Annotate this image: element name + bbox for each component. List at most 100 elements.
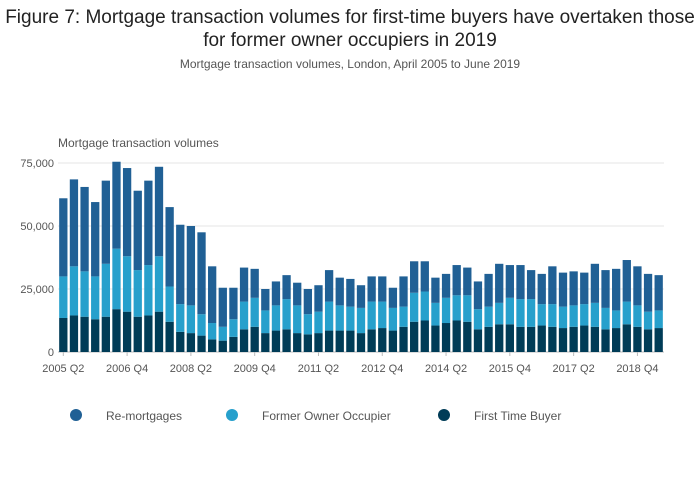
bar-first-time-buyer[interactable]	[473, 329, 483, 352]
bar-former-owner-occupier[interactable]	[580, 304, 589, 326]
bar-remortgages[interactable]	[80, 186, 89, 272]
bar-remortgages[interactable]	[218, 287, 227, 327]
bar-former-owner-occupier[interactable]	[441, 297, 451, 324]
bar-first-time-buyer[interactable]	[133, 316, 142, 352]
bar-first-time-buyer[interactable]	[633, 326, 642, 352]
bar-first-time-buyer[interactable]	[69, 315, 79, 352]
bar-first-time-buyer[interactable]	[293, 333, 302, 352]
bar-remortgages[interactable]	[282, 275, 291, 300]
bar-former-owner-occupier[interactable]	[516, 299, 525, 327]
bar-remortgages[interactable]	[261, 289, 270, 311]
bar-remortgages[interactable]	[250, 268, 259, 298]
bar-former-owner-occupier[interactable]	[346, 306, 355, 331]
bar-former-owner-occupier[interactable]	[505, 297, 514, 325]
bar-remortgages[interactable]	[516, 265, 525, 300]
bar-first-time-buyer[interactable]	[208, 339, 217, 352]
bar-remortgages[interactable]	[569, 271, 578, 306]
bar-remortgages[interactable]	[101, 180, 110, 264]
bar-remortgages[interactable]	[59, 198, 68, 277]
bar-first-time-buyer[interactable]	[420, 320, 429, 353]
bar-remortgages[interactable]	[612, 268, 621, 311]
bar-former-owner-occupier[interactable]	[293, 305, 302, 334]
bar-remortgages[interactable]	[431, 277, 440, 303]
bar-first-time-buyer[interactable]	[367, 329, 376, 352]
bar-first-time-buyer[interactable]	[303, 334, 312, 352]
bar-former-owner-occupier[interactable]	[239, 301, 249, 330]
bar-remortgages[interactable]	[303, 289, 312, 315]
bar-former-owner-occupier[interactable]	[601, 307, 610, 330]
bar-former-owner-occupier[interactable]	[378, 301, 387, 329]
bar-former-owner-occupier[interactable]	[526, 299, 536, 327]
bar-first-time-buyer[interactable]	[643, 329, 653, 352]
bar-former-owner-occupier[interactable]	[356, 307, 366, 334]
bar-first-time-buyer[interactable]	[91, 319, 100, 352]
bar-first-time-buyer[interactable]	[112, 309, 121, 352]
bar-former-owner-occupier[interactable]	[473, 309, 483, 330]
legend-marker-remortgages[interactable]	[70, 409, 82, 421]
bar-first-time-buyer[interactable]	[197, 335, 206, 352]
bar-remortgages[interactable]	[388, 287, 398, 308]
bar-former-owner-occupier[interactable]	[176, 304, 185, 332]
bar-first-time-buyer[interactable]	[335, 330, 344, 352]
bar-first-time-buyer[interactable]	[378, 328, 387, 352]
bar-remortgages[interactable]	[633, 266, 642, 306]
bar-first-time-buyer[interactable]	[399, 326, 408, 352]
bar-former-owner-occupier[interactable]	[314, 311, 323, 334]
bar-first-time-buyer[interactable]	[346, 330, 355, 352]
bar-former-owner-occupier[interactable]	[484, 306, 493, 327]
bar-first-time-buyer[interactable]	[484, 326, 493, 352]
bar-former-owner-occupier[interactable]	[271, 305, 281, 331]
bar-remortgages[interactable]	[176, 224, 185, 305]
bar-remortgages[interactable]	[91, 202, 100, 277]
bar-first-time-buyer[interactable]	[516, 326, 525, 352]
bar-remortgages[interactable]	[133, 190, 142, 271]
bar-former-owner-occupier[interactable]	[431, 302, 440, 326]
bar-remortgages[interactable]	[144, 180, 153, 266]
bar-remortgages[interactable]	[484, 273, 493, 307]
bar-remortgages[interactable]	[654, 275, 663, 311]
bar-remortgages[interactable]	[229, 287, 238, 320]
bar-first-time-buyer[interactable]	[431, 325, 440, 352]
bar-remortgages[interactable]	[463, 267, 472, 296]
bar-remortgages[interactable]	[580, 272, 589, 305]
bar-first-time-buyer[interactable]	[537, 325, 546, 352]
bar-former-owner-occupier[interactable]	[303, 314, 312, 335]
bar-remortgages[interactable]	[346, 278, 355, 307]
bar-remortgages[interactable]	[420, 261, 429, 292]
bar-former-owner-occupier[interactable]	[229, 319, 238, 337]
bar-former-owner-occupier[interactable]	[101, 263, 110, 317]
bar-remortgages[interactable]	[452, 265, 461, 296]
bar-former-owner-occupier[interactable]	[558, 306, 568, 329]
bar-first-time-buyer[interactable]	[612, 328, 621, 352]
bar-remortgages[interactable]	[122, 168, 132, 257]
bar-first-time-buyer[interactable]	[314, 333, 323, 352]
bar-remortgages[interactable]	[601, 270, 610, 308]
bar-former-owner-occupier[interactable]	[69, 266, 79, 316]
bar-first-time-buyer[interactable]	[654, 328, 663, 352]
bar-remortgages[interactable]	[558, 272, 568, 307]
bar-remortgages[interactable]	[208, 266, 217, 324]
bar-remortgages[interactable]	[505, 265, 514, 298]
bar-first-time-buyer[interactable]	[463, 321, 472, 352]
bar-first-time-buyer[interactable]	[239, 329, 249, 352]
bar-first-time-buyer[interactable]	[218, 340, 227, 352]
bar-remortgages[interactable]	[622, 260, 631, 302]
bar-former-owner-occupier[interactable]	[399, 306, 408, 327]
bar-first-time-buyer[interactable]	[282, 329, 291, 352]
bar-former-owner-occupier[interactable]	[91, 276, 100, 320]
bar-remortgages[interactable]	[590, 263, 600, 303]
bar-first-time-buyer[interactable]	[186, 333, 196, 352]
bar-remortgages[interactable]	[548, 266, 557, 305]
bar-first-time-buyer[interactable]	[250, 326, 259, 352]
bar-former-owner-occupier[interactable]	[186, 305, 196, 334]
bar-first-time-buyer[interactable]	[154, 311, 164, 352]
bar-first-time-buyer[interactable]	[526, 326, 536, 352]
bar-former-owner-occupier[interactable]	[218, 326, 227, 341]
bar-first-time-buyer[interactable]	[176, 331, 185, 352]
bar-former-owner-occupier[interactable]	[154, 256, 164, 312]
bar-former-owner-occupier[interactable]	[335, 305, 344, 331]
bar-remortgages[interactable]	[69, 179, 79, 267]
bar-former-owner-occupier[interactable]	[590, 302, 600, 327]
bar-first-time-buyer[interactable]	[356, 333, 366, 352]
bar-former-owner-occupier[interactable]	[420, 291, 429, 321]
